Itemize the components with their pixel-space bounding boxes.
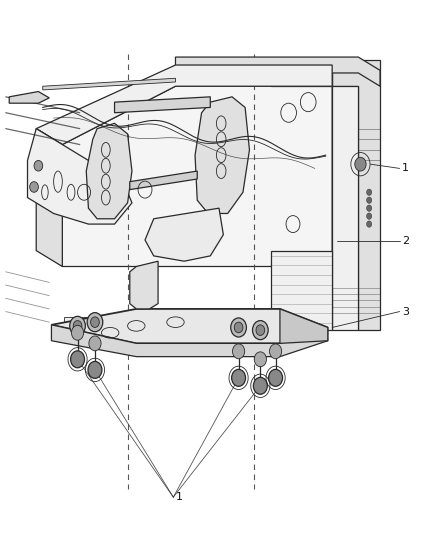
Circle shape (30, 182, 39, 192)
Text: 3: 3 (402, 306, 409, 317)
Circle shape (71, 351, 85, 368)
Circle shape (367, 221, 372, 227)
Circle shape (269, 344, 282, 359)
Polygon shape (271, 251, 332, 330)
Circle shape (355, 157, 366, 171)
Circle shape (233, 344, 245, 359)
Polygon shape (176, 57, 380, 86)
Bar (134, 281, 154, 303)
Polygon shape (130, 171, 197, 190)
Polygon shape (195, 97, 250, 214)
Circle shape (254, 352, 266, 367)
Bar (64, 317, 99, 342)
Circle shape (367, 213, 372, 219)
Polygon shape (280, 309, 328, 343)
Circle shape (367, 189, 372, 196)
Polygon shape (86, 123, 132, 219)
Bar (136, 318, 184, 342)
Polygon shape (51, 309, 328, 343)
Circle shape (232, 369, 246, 386)
Circle shape (256, 325, 265, 335)
Circle shape (253, 320, 268, 340)
Text: 1: 1 (176, 492, 183, 502)
Circle shape (88, 361, 102, 378)
Circle shape (231, 318, 247, 337)
Polygon shape (51, 325, 328, 357)
Text: 2: 2 (402, 236, 409, 246)
Polygon shape (130, 261, 158, 309)
Polygon shape (43, 78, 176, 90)
Text: 1: 1 (402, 164, 409, 173)
Circle shape (367, 197, 372, 204)
Circle shape (70, 317, 85, 335)
Circle shape (234, 322, 243, 333)
Circle shape (253, 377, 267, 394)
Polygon shape (28, 128, 132, 224)
Circle shape (367, 205, 372, 212)
Circle shape (73, 320, 82, 331)
Polygon shape (332, 60, 380, 330)
Polygon shape (145, 208, 223, 261)
Polygon shape (9, 92, 49, 103)
Circle shape (89, 336, 101, 351)
Polygon shape (332, 86, 358, 330)
Bar (167, 232, 191, 248)
Circle shape (91, 317, 99, 327)
Polygon shape (115, 97, 210, 113)
Bar (195, 231, 215, 246)
Circle shape (34, 160, 43, 171)
Polygon shape (36, 65, 332, 144)
Circle shape (71, 325, 84, 340)
Bar (193, 319, 228, 341)
Circle shape (87, 313, 103, 332)
Polygon shape (36, 128, 62, 266)
Polygon shape (62, 86, 332, 266)
Circle shape (268, 369, 283, 386)
Polygon shape (271, 73, 332, 86)
